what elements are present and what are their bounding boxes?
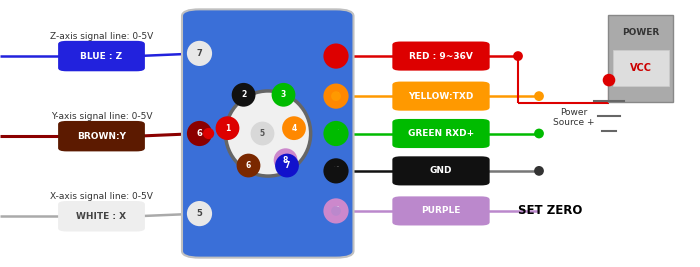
- Ellipse shape: [331, 51, 341, 61]
- Ellipse shape: [323, 198, 349, 223]
- Ellipse shape: [603, 74, 615, 87]
- Ellipse shape: [477, 129, 486, 138]
- Ellipse shape: [534, 129, 544, 138]
- Text: Z-axis signal line: 0-5V: Z-axis signal line: 0-5V: [50, 32, 153, 41]
- Ellipse shape: [187, 201, 212, 226]
- Text: 5: 5: [197, 209, 202, 218]
- Text: X-axis signal line: 0-5V: X-axis signal line: 0-5V: [50, 192, 153, 201]
- Ellipse shape: [274, 148, 298, 172]
- Ellipse shape: [216, 116, 239, 140]
- Text: 6: 6: [246, 161, 251, 170]
- FancyBboxPatch shape: [392, 197, 490, 225]
- FancyBboxPatch shape: [58, 201, 145, 231]
- Text: Y-axis signal line: 0-5V: Y-axis signal line: 0-5V: [50, 112, 153, 121]
- FancyBboxPatch shape: [58, 41, 145, 71]
- Ellipse shape: [323, 158, 349, 183]
- Ellipse shape: [477, 51, 486, 61]
- Ellipse shape: [272, 83, 295, 107]
- FancyBboxPatch shape: [392, 82, 490, 111]
- Ellipse shape: [275, 154, 299, 178]
- Text: 2: 2: [241, 90, 246, 99]
- Text: VCC: VCC: [629, 63, 652, 73]
- Text: 8: 8: [283, 156, 288, 165]
- Ellipse shape: [534, 91, 544, 101]
- Ellipse shape: [251, 121, 274, 146]
- Text: 2: 2: [333, 166, 339, 175]
- Ellipse shape: [323, 44, 349, 69]
- Ellipse shape: [331, 129, 341, 138]
- Text: Power
Source +: Power Source +: [553, 108, 595, 127]
- Ellipse shape: [331, 166, 341, 176]
- Text: YELLOW:TXD: YELLOW:TXD: [408, 92, 474, 101]
- Text: SET ZERO: SET ZERO: [518, 205, 582, 217]
- Text: GND: GND: [430, 166, 452, 175]
- FancyBboxPatch shape: [392, 156, 490, 185]
- Text: 1: 1: [333, 52, 339, 61]
- FancyBboxPatch shape: [182, 9, 354, 258]
- Ellipse shape: [237, 154, 260, 178]
- Text: 3: 3: [333, 129, 339, 138]
- Text: 5: 5: [260, 129, 265, 138]
- Ellipse shape: [534, 166, 544, 176]
- Text: POWER: POWER: [622, 28, 659, 37]
- Text: 8: 8: [333, 206, 339, 215]
- Ellipse shape: [477, 166, 486, 176]
- Ellipse shape: [477, 91, 486, 101]
- Text: BLUE : Z: BLUE : Z: [80, 52, 122, 61]
- Ellipse shape: [331, 206, 341, 216]
- Text: 3: 3: [281, 90, 286, 99]
- Ellipse shape: [203, 128, 214, 139]
- Ellipse shape: [187, 41, 212, 66]
- Text: WHITE : X: WHITE : X: [76, 212, 127, 221]
- Text: BROWN:Y: BROWN:Y: [77, 132, 126, 141]
- FancyBboxPatch shape: [392, 41, 490, 70]
- Ellipse shape: [323, 121, 349, 146]
- Text: 4: 4: [291, 124, 297, 133]
- Text: 7: 7: [197, 49, 202, 58]
- Text: RED : 9~36V: RED : 9~36V: [409, 52, 473, 61]
- Text: 4: 4: [333, 92, 339, 101]
- Ellipse shape: [331, 91, 341, 101]
- Ellipse shape: [225, 91, 311, 176]
- Ellipse shape: [282, 116, 306, 140]
- Ellipse shape: [323, 84, 349, 109]
- Ellipse shape: [187, 121, 212, 146]
- Text: PURPLE: PURPLE: [421, 206, 461, 215]
- FancyBboxPatch shape: [58, 121, 145, 151]
- Text: 7: 7: [284, 161, 290, 170]
- Text: 6: 6: [197, 129, 202, 138]
- Ellipse shape: [232, 83, 256, 107]
- Ellipse shape: [513, 51, 523, 61]
- Text: 1: 1: [225, 124, 230, 133]
- FancyBboxPatch shape: [612, 50, 668, 86]
- FancyBboxPatch shape: [392, 119, 490, 148]
- FancyBboxPatch shape: [608, 15, 673, 102]
- Text: GREEN RXD+: GREEN RXD+: [408, 129, 474, 138]
